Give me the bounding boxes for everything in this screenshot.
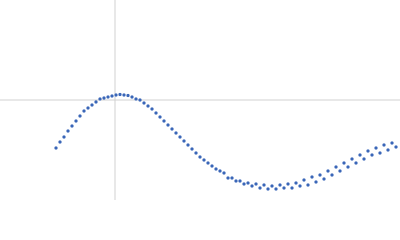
point (102, 96, 106, 100)
point (322, 177, 326, 181)
point (282, 186, 286, 190)
point (378, 151, 382, 155)
point (86, 106, 90, 110)
point (366, 149, 370, 153)
point (362, 157, 366, 161)
point (146, 104, 150, 108)
point (158, 115, 162, 119)
point (338, 169, 342, 173)
point (118, 92, 122, 97)
point (258, 186, 262, 190)
point (210, 164, 214, 168)
point (242, 182, 246, 186)
point (278, 183, 282, 187)
point (98, 97, 102, 101)
point (58, 140, 62, 144)
point (130, 95, 134, 99)
point (246, 181, 250, 185)
point (66, 129, 70, 133)
point (230, 176, 234, 180)
point (270, 184, 274, 188)
point (126, 93, 130, 98)
point (330, 173, 334, 177)
point (226, 176, 230, 180)
point (218, 169, 222, 173)
point (358, 153, 362, 157)
point (346, 165, 350, 169)
point (386, 148, 390, 152)
point (326, 169, 330, 173)
point (306, 183, 310, 187)
point (342, 161, 346, 165)
point (82, 109, 86, 113)
point (166, 123, 170, 127)
point (114, 93, 118, 97)
point (354, 161, 358, 165)
point (94, 100, 98, 104)
point (70, 124, 74, 128)
point (174, 131, 178, 135)
point (110, 94, 114, 98)
point (78, 114, 82, 118)
point (302, 178, 306, 182)
point (222, 171, 226, 175)
point (190, 147, 194, 151)
point (106, 95, 110, 99)
point (294, 181, 298, 185)
point (382, 143, 386, 147)
point (150, 107, 154, 111)
point (178, 135, 182, 139)
point (394, 145, 398, 149)
point (138, 98, 142, 102)
point (298, 184, 302, 188)
point (290, 186, 294, 190)
point (154, 111, 158, 115)
point (198, 155, 202, 159)
point (250, 184, 254, 188)
point (90, 103, 94, 107)
point (182, 139, 186, 143)
point (370, 153, 374, 157)
point (286, 182, 290, 186)
point (202, 158, 206, 162)
point (142, 101, 146, 105)
point (238, 179, 242, 183)
point (162, 119, 166, 123)
point (266, 187, 270, 191)
chart (0, 0, 400, 200)
point (274, 187, 278, 191)
point (134, 97, 138, 101)
point (310, 175, 314, 179)
point (314, 180, 318, 184)
point (390, 141, 394, 145)
point (194, 151, 198, 155)
point (206, 161, 210, 165)
point (122, 93, 126, 97)
point (214, 167, 218, 171)
page: {"chart_data": {"type": "scatter", "xlim… (0, 0, 400, 200)
point (374, 146, 378, 150)
point (54, 146, 58, 150)
point (74, 119, 78, 123)
point (186, 143, 190, 147)
point (262, 183, 266, 187)
point (170, 127, 174, 131)
point (318, 173, 322, 177)
point (350, 157, 354, 161)
point (62, 135, 66, 139)
point (254, 182, 258, 186)
point (334, 165, 338, 169)
point (234, 179, 238, 183)
